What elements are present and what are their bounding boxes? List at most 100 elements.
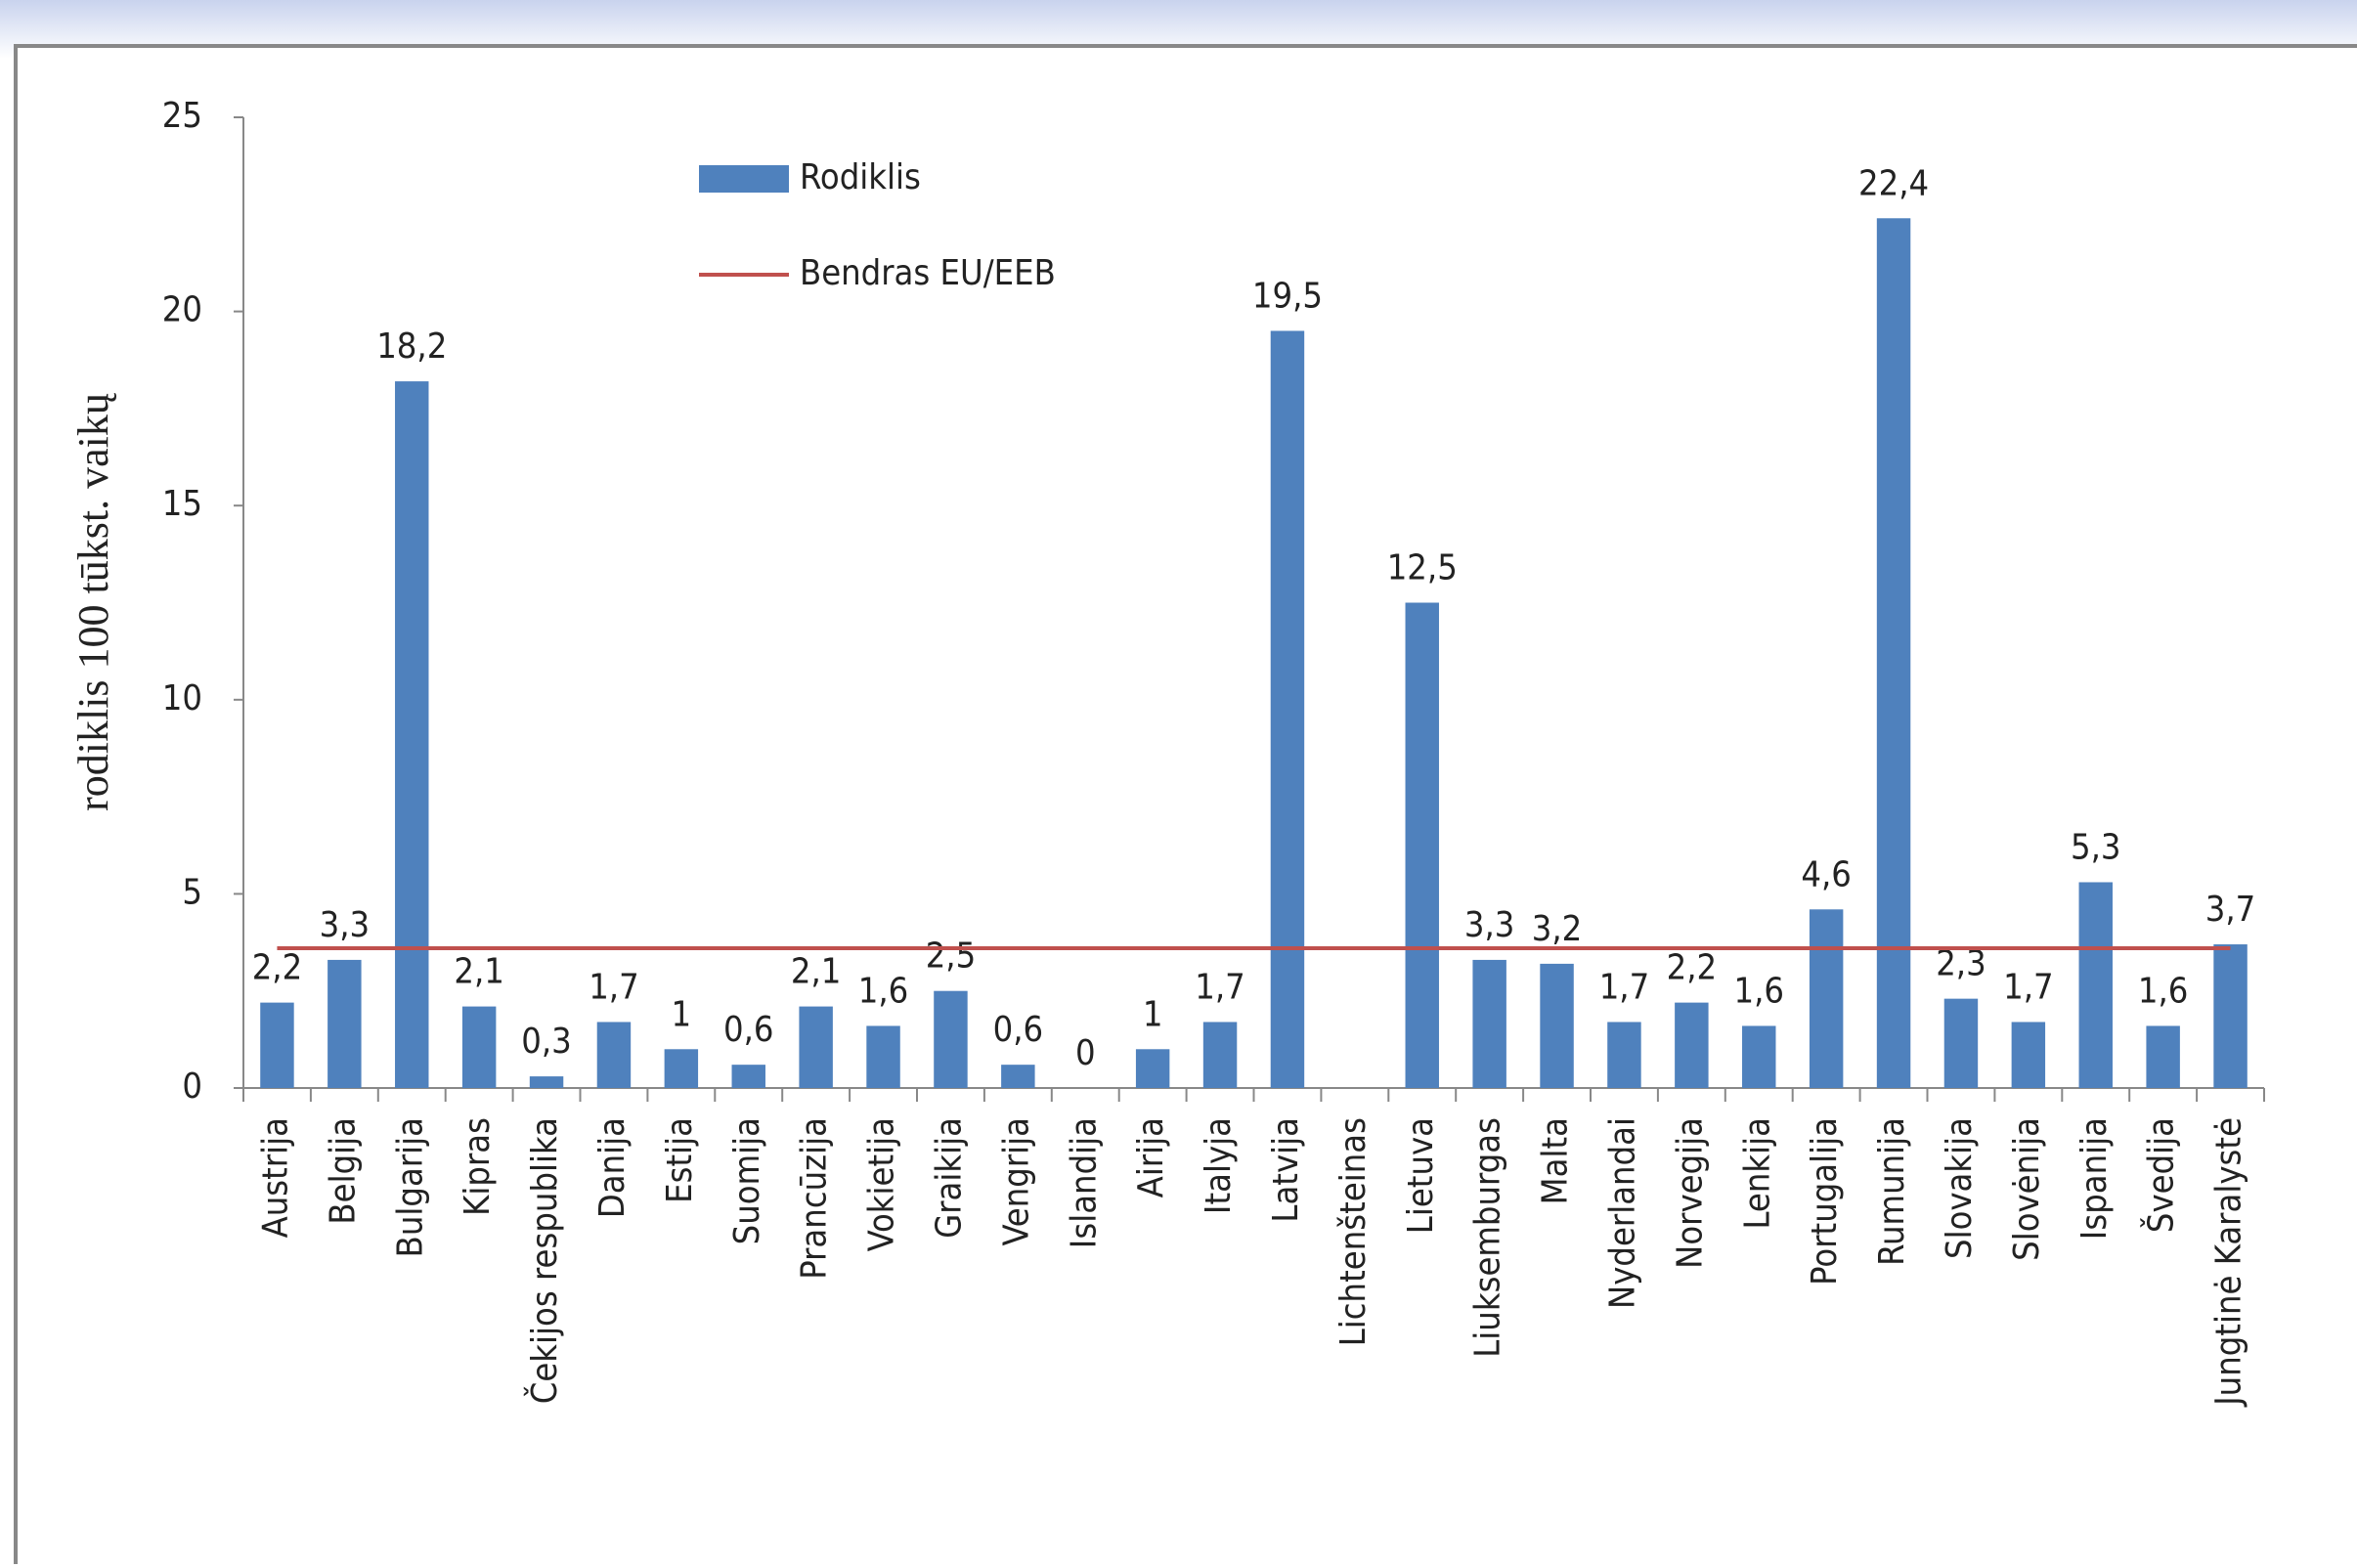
- data-label: 1,7: [1599, 967, 1650, 1007]
- bar: [866, 1025, 900, 1088]
- x-tick-label: Norvegija: [1670, 1117, 1710, 1269]
- data-label: 2,3: [1936, 944, 1986, 984]
- data-label: 22,4: [1858, 163, 1929, 203]
- bar: [596, 1022, 632, 1088]
- bar: [934, 990, 968, 1088]
- y-axis-label: rodiklis 100 tūkst. vaikų: [69, 392, 117, 811]
- bar: [799, 1006, 833, 1088]
- data-label: 1,7: [1195, 967, 1245, 1007]
- x-tick-label: Belgija: [323, 1117, 363, 1225]
- data-label: 3,7: [2205, 890, 2256, 930]
- bar: [529, 1076, 564, 1088]
- x-tick-label: Austrija: [255, 1117, 295, 1238]
- bar: [1540, 963, 1574, 1088]
- bar: [731, 1065, 765, 1088]
- bar: [327, 959, 362, 1088]
- bar: [1675, 1002, 1709, 1088]
- bar: [1607, 1022, 1641, 1088]
- y-tick-label: 10: [162, 678, 202, 719]
- data-label: 18,2: [376, 327, 447, 367]
- x-tick-label: Vengrija: [996, 1117, 1036, 1246]
- data-label: 2,1: [454, 952, 504, 992]
- bar: [2146, 1025, 2180, 1088]
- x-tick-label: Malta: [1536, 1117, 1576, 1204]
- x-tick-label: Jungtinė Karalystė: [2209, 1117, 2249, 1408]
- x-tick-label: Lenkija: [1737, 1117, 1777, 1229]
- bar: [1202, 1022, 1238, 1088]
- data-label: 12,5: [1387, 548, 1458, 588]
- data-label: 1: [672, 994, 692, 1034]
- bar: [395, 381, 429, 1088]
- data-label: 19,5: [1252, 276, 1323, 316]
- x-tick-label: Portugalija: [1805, 1117, 1845, 1285]
- bar: [1001, 1065, 1035, 1088]
- y-tick-label: 5: [182, 872, 202, 912]
- x-tick-label: Kipras: [458, 1117, 498, 1216]
- x-tick-label: Italyja: [1199, 1117, 1239, 1214]
- legend-swatch: [699, 165, 789, 193]
- data-label: 0,3: [521, 1022, 572, 1062]
- bar: [1472, 959, 1506, 1088]
- data-label: 0,6: [723, 1010, 774, 1050]
- x-tick-label: Slovėnija: [2007, 1117, 2047, 1261]
- x-tick-label: Slovakija: [1940, 1117, 1980, 1259]
- x-tick-label: Nyderlandai: [1602, 1117, 1642, 1309]
- bar: [1270, 330, 1305, 1089]
- x-tick-label: Lietuva: [1401, 1117, 1441, 1234]
- x-tick-label: Islandija: [1064, 1117, 1104, 1248]
- bar: [1742, 1025, 1776, 1088]
- y-tick-label: 25: [162, 96, 202, 136]
- bar: [461, 1006, 497, 1088]
- x-tick-label: Graikija: [929, 1117, 969, 1239]
- data-label: 0,6: [993, 1010, 1044, 1050]
- x-tick-label: Prancūzija: [795, 1117, 835, 1280]
- x-tick-label: Latvija: [1266, 1117, 1306, 1223]
- x-tick-label: Švedija: [2141, 1117, 2182, 1233]
- bar: [1135, 1049, 1170, 1088]
- x-tick-label: Rumunija: [1872, 1117, 1912, 1266]
- x-tick-label: Liuksemburgas: [1468, 1117, 1508, 1358]
- data-label: 4,6: [1801, 854, 1852, 894]
- bar: [1943, 998, 1979, 1088]
- chart-frame: [14, 44, 2357, 1568]
- data-label: 1: [1143, 994, 1163, 1034]
- bar: [1876, 218, 1911, 1089]
- data-label: 3,2: [1532, 909, 1583, 949]
- y-tick-label: 20: [162, 290, 202, 330]
- data-label: 2,1: [791, 952, 842, 992]
- bar: [1405, 602, 1439, 1088]
- data-label: 5,3: [2071, 827, 2121, 867]
- legend-label: Rodiklis: [800, 157, 921, 197]
- x-tick-label: Airija: [1131, 1117, 1171, 1198]
- bar: [2011, 1022, 2046, 1088]
- x-tick-label: Suomija: [727, 1117, 767, 1244]
- data-label: 3,3: [1464, 905, 1515, 945]
- data-label: 0: [1075, 1033, 1096, 1073]
- data-label: 2,2: [1667, 948, 1718, 988]
- bar: [2078, 882, 2113, 1088]
- y-tick-label: 15: [162, 484, 202, 524]
- data-label: 1,6: [1734, 971, 1785, 1011]
- x-tick-label: Čekijos respublika: [524, 1117, 565, 1404]
- legend-label: Bendras EU/EEB: [800, 253, 1056, 293]
- bar: [260, 1002, 294, 1088]
- data-label: 3,3: [320, 905, 371, 945]
- data-label: 2,2: [252, 948, 303, 988]
- y-tick-label: 0: [182, 1067, 202, 1107]
- bar: [664, 1049, 699, 1088]
- x-tick-label: Ispanija: [2074, 1117, 2115, 1240]
- x-tick-label: Danija: [592, 1117, 633, 1218]
- data-label: 1,7: [2003, 967, 2054, 1007]
- data-label: 1,6: [2138, 971, 2189, 1011]
- data-label: 2,5: [926, 936, 977, 977]
- data-label: 1,7: [589, 967, 639, 1007]
- x-tick-label: Lichtenšteinas: [1333, 1117, 1374, 1346]
- data-label: 1,6: [858, 971, 909, 1011]
- bar: [2213, 944, 2248, 1088]
- bar: [1809, 909, 1844, 1088]
- x-tick-label: Vokietija: [862, 1117, 902, 1251]
- x-tick-label: Estija: [660, 1117, 700, 1203]
- x-tick-label: Bulgarija: [390, 1117, 430, 1257]
